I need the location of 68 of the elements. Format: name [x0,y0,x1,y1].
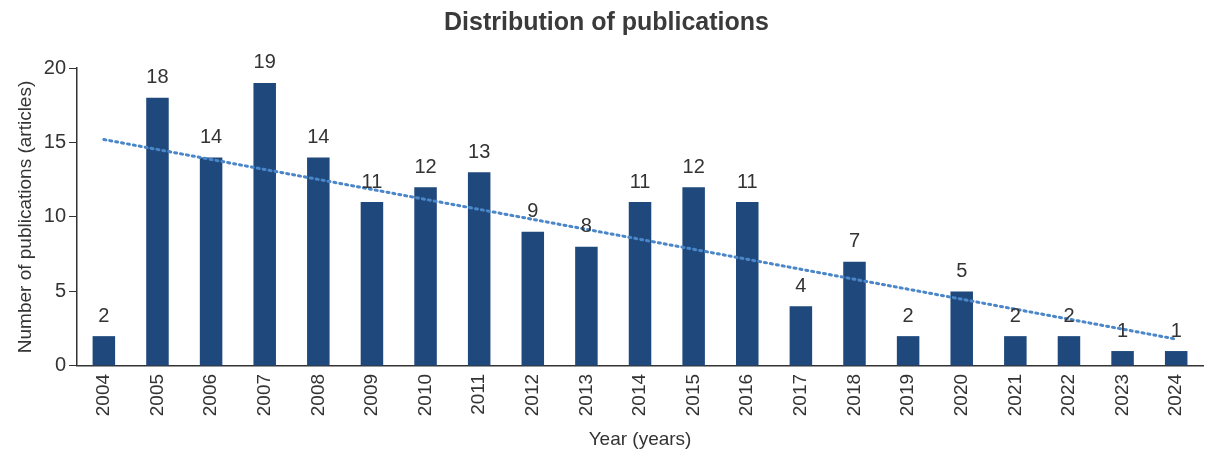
x-axis-title: Year (years) [588,427,692,449]
data-label: 2 [1009,303,1021,326]
bar [896,336,920,366]
x-tick-label: 2021 [1003,373,1025,417]
x-tick-label: 2013 [574,373,596,417]
x-tick-label: 2018 [842,373,864,417]
data-label: 12 [414,154,437,177]
x-tick-label: 2007 [252,373,274,417]
bar [950,291,973,366]
bar [199,157,223,366]
x-tick-label: 2009 [360,373,382,417]
bar [467,172,491,366]
data-label: 2 [902,303,914,326]
y-axis-title: Number of publications (articles) [13,80,35,354]
x-tick-label: 2017 [789,373,811,417]
bar [92,336,116,366]
y-tick-label: 10 [43,204,67,227]
bar [628,202,652,366]
data-label: 18 [146,65,169,88]
bar [575,246,598,366]
data-label: 12 [682,154,705,177]
bar [307,157,330,366]
x-tick-label: 2024 [1164,373,1186,417]
x-tick-label: 2023 [1110,373,1132,417]
y-tick-label: 15 [43,130,67,152]
bar [253,82,276,366]
bar [1057,336,1081,366]
bar [146,97,169,366]
y-tick-label: 5 [54,278,67,301]
x-tick-label: 2016 [735,373,757,417]
bar [843,261,866,366]
x-tick-label: 2022 [1057,373,1079,417]
chart-title: Distribution of publications [444,6,769,35]
data-label: 7 [848,229,861,252]
x-tick-label: 2015 [681,373,703,417]
data-label: 2 [98,303,110,326]
x-tick-label: 2008 [306,373,328,417]
bar [736,202,759,366]
data-label: 14 [199,124,223,147]
x-tick-label: 2004 [92,373,114,417]
data-label: 1 [1170,318,1182,341]
x-tick-label: 2012 [521,373,543,417]
bar [789,306,813,366]
y-tick-label: 20 [43,55,67,78]
x-tick-label: 2014 [628,373,650,417]
data-label: 9 [527,199,539,222]
x-tick-label: 2020 [949,373,971,417]
data-label: 14 [307,124,330,147]
data-label: 4 [795,273,807,296]
data-label: 19 [253,50,276,73]
x-tick-label: 2019 [896,373,918,417]
x-tick-label: 2010 [413,373,435,417]
data-label: 13 [468,139,491,162]
data-label: 11 [736,169,758,192]
data-label: 5 [956,258,968,281]
bar [360,202,384,366]
data-label: 11 [629,169,651,192]
bar [521,231,545,366]
bar [1164,351,1188,366]
bar [1111,351,1134,366]
data-label: 11 [361,169,383,192]
x-tick-label: 2005 [145,373,167,417]
x-tick-label: 2006 [199,373,221,417]
x-tick-label: 2011 [467,373,489,415]
bar [414,187,437,366]
bar [1004,336,1027,366]
y-tick-label: 0 [54,353,67,376]
bar [682,187,705,366]
